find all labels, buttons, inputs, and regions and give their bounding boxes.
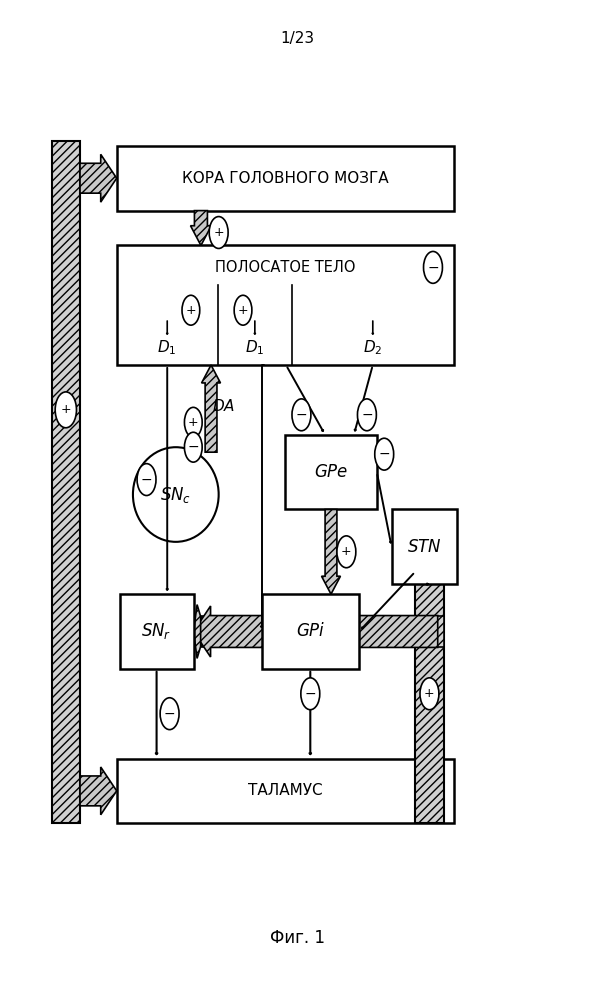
Circle shape <box>184 433 202 463</box>
Bar <box>116 246 454 365</box>
Text: +: + <box>185 304 196 317</box>
Circle shape <box>358 399 377 431</box>
Text: −: − <box>164 706 175 720</box>
Text: +: + <box>188 416 198 429</box>
Bar <box>116 146 454 211</box>
Circle shape <box>184 408 202 438</box>
Bar <box>391 509 457 584</box>
Text: −: − <box>305 686 316 700</box>
Text: $D_1$: $D_1$ <box>157 339 177 358</box>
Text: $D_2$: $D_2$ <box>363 339 383 358</box>
Text: −: − <box>141 473 152 487</box>
Circle shape <box>337 535 356 567</box>
Text: +: + <box>424 687 435 700</box>
Bar <box>52 141 80 823</box>
Ellipse shape <box>133 448 219 541</box>
Polygon shape <box>201 365 220 453</box>
Bar <box>261 594 359 669</box>
Bar <box>415 584 444 823</box>
Polygon shape <box>194 604 201 658</box>
Circle shape <box>420 678 439 709</box>
Text: $GPe$: $GPe$ <box>314 464 348 482</box>
Text: $GPi$: $GPi$ <box>296 622 325 640</box>
Text: +: + <box>61 404 71 417</box>
Polygon shape <box>194 606 438 657</box>
Circle shape <box>234 296 252 325</box>
Circle shape <box>160 697 179 729</box>
Text: +: + <box>213 226 224 239</box>
Text: $DA$: $DA$ <box>213 399 236 415</box>
Text: −: − <box>378 448 390 462</box>
Circle shape <box>375 439 394 471</box>
Text: $SN_r$: $SN_r$ <box>141 621 172 641</box>
Text: ПОЛОСАТОЕ ТЕЛО: ПОЛОСАТОЕ ТЕЛО <box>215 260 355 275</box>
Text: −: − <box>188 441 199 455</box>
Polygon shape <box>191 211 211 246</box>
Text: $SN_c$: $SN_c$ <box>160 485 191 504</box>
Polygon shape <box>321 509 340 594</box>
Text: −: − <box>296 408 307 422</box>
Polygon shape <box>80 154 116 202</box>
Text: +: + <box>341 545 352 558</box>
Bar <box>201 616 415 646</box>
Text: −: − <box>427 261 439 275</box>
Bar <box>285 435 377 509</box>
Text: −: − <box>361 408 372 422</box>
Text: +: + <box>238 304 248 317</box>
Circle shape <box>292 399 311 431</box>
Text: 1/23: 1/23 <box>280 31 314 46</box>
Bar <box>119 594 194 669</box>
Circle shape <box>424 252 443 284</box>
Circle shape <box>182 296 200 325</box>
Text: $D_1$: $D_1$ <box>245 339 264 358</box>
Circle shape <box>137 464 156 496</box>
Bar <box>194 615 444 647</box>
Text: КОРА ГОЛОВНОГО МОЗГА: КОРА ГОЛОВНОГО МОЗГА <box>182 171 388 186</box>
Circle shape <box>301 678 320 709</box>
Polygon shape <box>80 767 116 815</box>
Circle shape <box>209 217 228 249</box>
Bar <box>116 758 454 823</box>
Text: $STN$: $STN$ <box>407 537 441 555</box>
Text: ТАЛАМУС: ТАЛАМУС <box>248 783 323 798</box>
Text: Фиг. 1: Фиг. 1 <box>270 929 324 947</box>
Circle shape <box>55 392 77 428</box>
